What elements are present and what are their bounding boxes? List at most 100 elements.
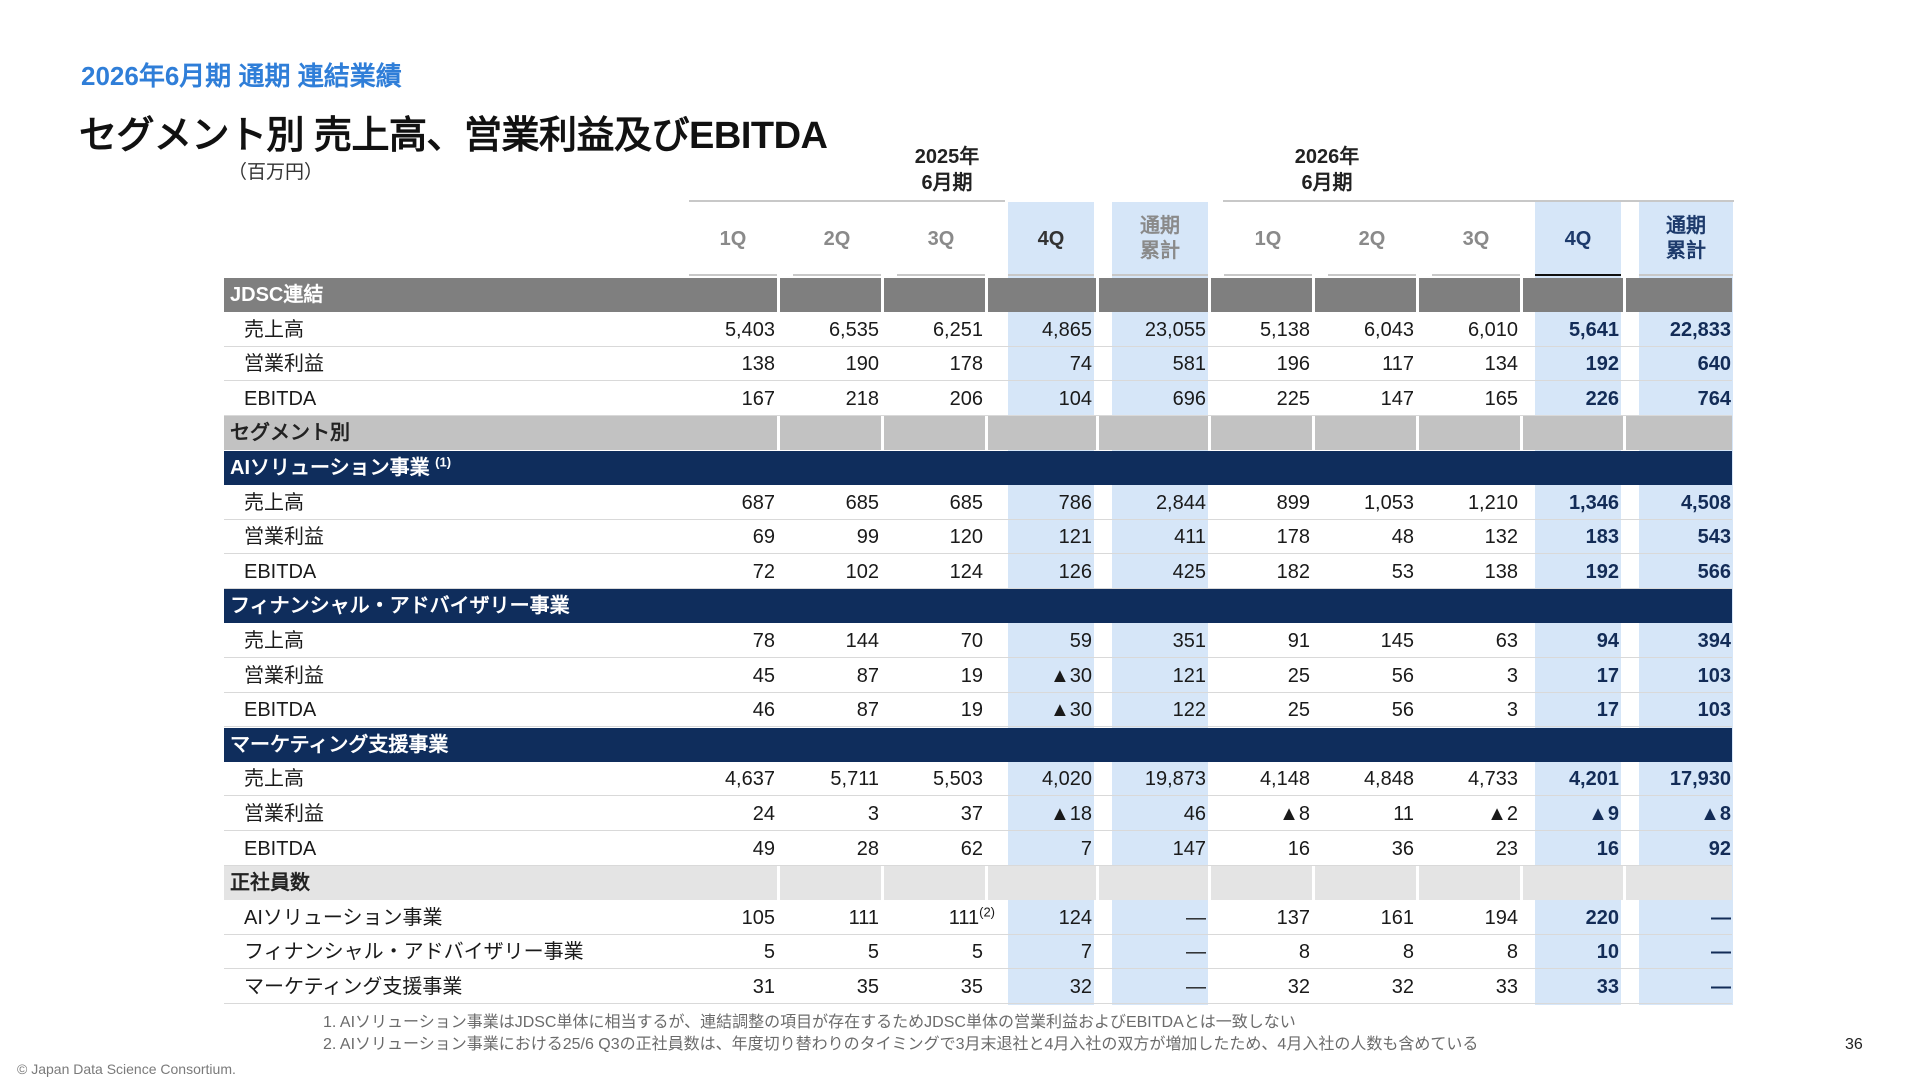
cell-value: 4,508 xyxy=(1680,491,1731,514)
table-cell: 132 xyxy=(1432,520,1518,554)
column-gap xyxy=(1416,866,1419,901)
cell-value: 48 xyxy=(1391,526,1414,549)
table-cell: — xyxy=(1112,901,1206,935)
cell-value: 4,020 xyxy=(1041,768,1092,791)
cell-value: 5 xyxy=(763,941,775,964)
row-label: 営業利益 xyxy=(244,803,324,825)
section-row: JDSC連結 xyxy=(224,278,1732,312)
table-cell: 124 xyxy=(897,555,983,589)
table-cell: 17,930 xyxy=(1639,762,1731,796)
cell-value: 17 xyxy=(1596,664,1619,687)
cell-value: 120 xyxy=(949,526,983,549)
table-cell: 786 xyxy=(1008,486,1092,520)
section-row: 正社員数 xyxy=(224,866,1732,901)
cell-value: 10 xyxy=(1596,941,1619,964)
cell-value: 165 xyxy=(1484,387,1518,410)
table-cell: 19,873 xyxy=(1112,762,1206,796)
table-cell: 7 xyxy=(1008,832,1092,866)
cell-value: 3 xyxy=(1506,664,1518,687)
table-cell: 33 xyxy=(1432,970,1518,1004)
table-cell: 4,733 xyxy=(1432,762,1518,796)
table-cell: 6,043 xyxy=(1328,313,1414,347)
cell-value: 19,873 xyxy=(1144,768,1206,791)
cell-value: 8 xyxy=(1402,941,1414,964)
table-cell: 6,010 xyxy=(1432,313,1518,347)
cell-value: 4,733 xyxy=(1467,768,1518,791)
row-label: 売上高 xyxy=(244,491,304,514)
table-cell: 178 xyxy=(897,347,983,381)
row-label: マーケティング支援事業 xyxy=(244,976,463,998)
column-gap xyxy=(881,278,884,312)
fiscal-year-2026-heading: 2026年 6月期 xyxy=(1294,146,1360,194)
slide-subtitle: 2026年6月期 通期 連結業績 xyxy=(81,61,402,91)
section-label-text: マーケティング支援事業 xyxy=(230,733,449,756)
column-gap xyxy=(777,866,780,901)
fiscal-year-2025-heading: 2025年 6月期 xyxy=(914,146,980,194)
cell-value: 7 xyxy=(1080,941,1092,964)
column-gap xyxy=(881,866,884,901)
cell-value: 111 xyxy=(948,906,980,929)
table-cell: 6,251 xyxy=(897,313,983,347)
footnote-marker: (2) xyxy=(979,904,995,920)
column-header-underline xyxy=(1535,274,1621,276)
table-cell: 5 xyxy=(689,935,775,969)
section-label-text: セグメント別 xyxy=(230,422,350,445)
row-label: フィナンシャル・アドバイザリー事業 xyxy=(244,941,584,964)
table-cell: 144 xyxy=(793,624,879,658)
cell-value: 192 xyxy=(1585,353,1619,376)
cell-value: 685 xyxy=(845,491,879,514)
cell-value: 696 xyxy=(1172,387,1206,410)
table-cell: 147 xyxy=(1112,832,1206,866)
table-cell: 1,053 xyxy=(1328,486,1414,520)
table-cell: 59 xyxy=(1008,624,1092,658)
table-cell: 46 xyxy=(1112,797,1206,831)
table-row: 売上高 4,637 5,711 5,503 4,020 19,873 4,148 4,848 4… xyxy=(224,762,1732,797)
column-header-fy25-4: 4Q xyxy=(1037,227,1065,250)
table-row: 営業利益 69 99 120 121 411 178 48 132 183 543 xyxy=(224,520,1732,555)
column-gap xyxy=(881,416,884,451)
cell-value: 87 xyxy=(856,699,879,722)
cell-value: 5,503 xyxy=(932,768,983,791)
cell-value: — xyxy=(1186,976,1206,998)
cell-value: 220 xyxy=(1585,906,1619,929)
table-cell: 92 xyxy=(1639,832,1731,866)
cell-value: 32 xyxy=(1391,976,1414,998)
table-cell: 17 xyxy=(1535,659,1619,693)
table-cell: 28 xyxy=(793,832,879,866)
cell-value: 25 xyxy=(1287,664,1310,687)
cell-value: 786 xyxy=(1058,491,1092,514)
cell-value: ▲9 xyxy=(1588,803,1619,825)
table-cell: 5,503 xyxy=(897,762,983,796)
cell-value: — xyxy=(1186,906,1206,929)
cell-value: 138 xyxy=(1484,560,1518,583)
cell-value: 194 xyxy=(1484,906,1518,929)
footnotes: 1. AIソリューション事業はJDSC単体に相当するが、連結調整の項目が存在する… xyxy=(323,1012,1478,1056)
table-cell: 764 xyxy=(1639,382,1731,416)
column-gap xyxy=(1520,416,1523,451)
column-header-underline xyxy=(1008,274,1094,276)
cell-value: 144 xyxy=(845,630,879,652)
cell-value: 62 xyxy=(960,837,983,860)
table-cell: 190 xyxy=(793,347,879,381)
row-label: AIソリューション事業 xyxy=(244,906,443,929)
cell-value: 28 xyxy=(856,837,879,860)
cell-value: — xyxy=(1711,941,1731,964)
cell-value: — xyxy=(1711,976,1731,998)
cell-value: 16 xyxy=(1287,837,1310,860)
cell-value: 11 xyxy=(1393,803,1414,825)
table-cell: 56 xyxy=(1328,659,1414,693)
table-cell: 225 xyxy=(1224,382,1310,416)
table-row: AIソリューション事業 105 111 111(2) 124—137 161 194 220— xyxy=(224,901,1732,935)
table-cell: 543 xyxy=(1639,520,1731,554)
row-label: 営業利益 xyxy=(244,664,324,687)
cell-value: 6,043 xyxy=(1363,318,1414,341)
table-cell: 111 xyxy=(793,901,879,935)
section-label: AIソリューション事業 (1) xyxy=(230,451,451,485)
column-gap xyxy=(1208,416,1211,451)
table-cell: 124 xyxy=(1008,901,1092,935)
table-cell: 178 xyxy=(1224,520,1310,554)
table-cell: 103 xyxy=(1639,659,1731,693)
table-row: EBITDA 49 28 62 7 147 16 36 23 16 92 xyxy=(224,832,1732,866)
cell-value: 121 xyxy=(1058,526,1092,549)
cell-value: 190 xyxy=(845,353,879,376)
